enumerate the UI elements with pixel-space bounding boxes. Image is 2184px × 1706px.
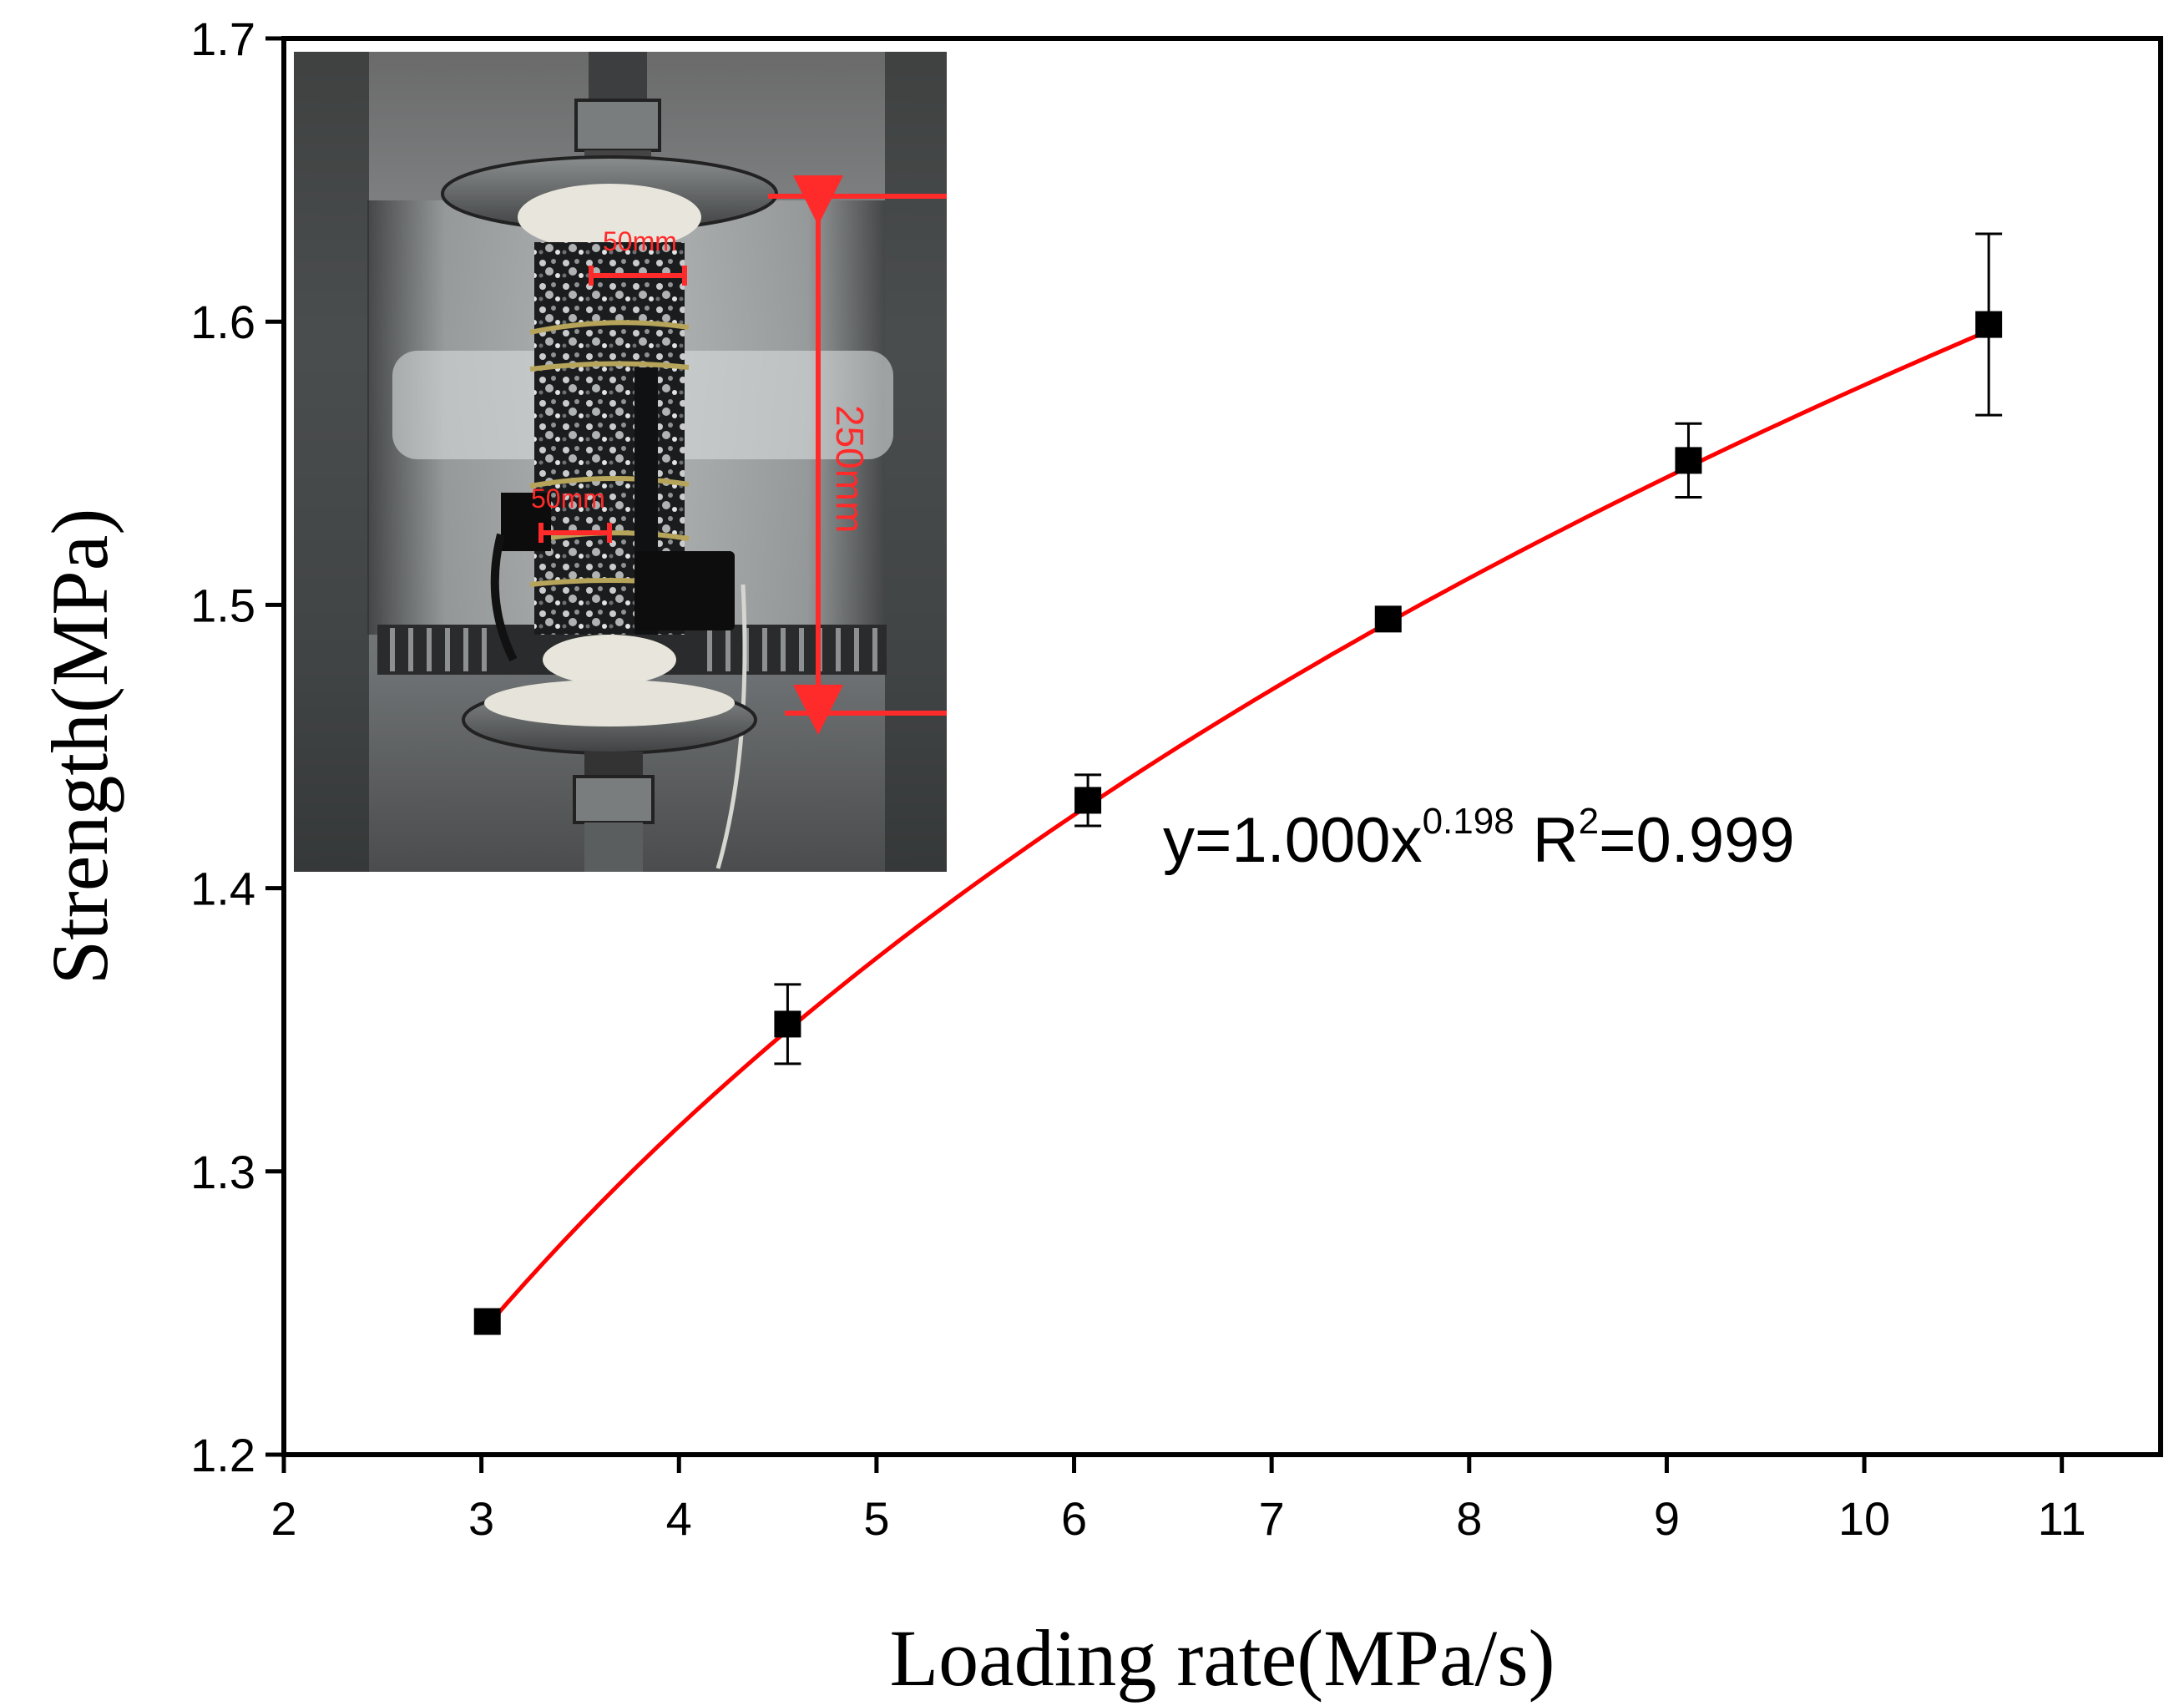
data-point: [1975, 311, 2003, 338]
x-tick-label: 7: [1259, 1492, 1285, 1545]
inset-height-label: 250mm: [828, 405, 872, 533]
y-tick-label: 1.3: [190, 1146, 255, 1198]
fit-r-sup: 2: [1579, 801, 1599, 842]
fit-equation-exponent: 0.198: [1423, 801, 1514, 842]
x-tick-label: 6: [1061, 1492, 1087, 1545]
y-axis-title: Strength(MPa): [35, 509, 124, 985]
fit-curve: [485, 328, 1990, 1328]
x-tick-label: 3: [468, 1492, 494, 1545]
x-tick-label: 10: [1838, 1492, 1890, 1545]
y-tick-label: 1.7: [190, 13, 255, 65]
data-point: [1675, 447, 1702, 474]
fit-equation: y=1.000x0.198 R2=0.999: [1163, 801, 1795, 876]
data-point: [1074, 787, 1102, 814]
y-tick-label: 1.2: [190, 1429, 255, 1481]
x-tick-label: 9: [1654, 1492, 1680, 1545]
plot-frame: [281, 36, 2163, 1457]
data-point: [1374, 605, 1402, 633]
y-tick-label: 1.5: [190, 579, 255, 631]
inset-width-top-label: 50mm: [603, 226, 677, 256]
fit-equation-prefix: y=1.000x: [1163, 805, 1423, 876]
y-tick-label: 1.6: [190, 296, 255, 348]
data-points: [473, 232, 2003, 1335]
data-point: [473, 1308, 501, 1335]
x-tick-label: 8: [1456, 1492, 1482, 1545]
fit-r-label: R: [1533, 805, 1579, 876]
x-tick-label: 5: [863, 1492, 889, 1545]
x-tick-label: 11: [2038, 1492, 2086, 1545]
x-axis-title: Loading rate(MPa/s): [889, 1613, 1555, 1703]
inset-photo: 50mm 50mm 250mm: [294, 52, 947, 872]
x-tick-label: 2: [270, 1492, 296, 1545]
fit-r-value: =0.999: [1599, 805, 1795, 876]
inset-dimension-marks: [538, 175, 947, 735]
axes: 2 3 4 5 6 7 8 9 10 11 1.2 1.3 1.4 1.5 1.6 1.7: [190, 13, 2086, 1545]
x-tick-label: 4: [666, 1492, 692, 1545]
inset-width-side-label: 50mm: [531, 483, 605, 514]
y-tick-label: 1.4: [190, 863, 255, 915]
data-point: [774, 1010, 801, 1038]
